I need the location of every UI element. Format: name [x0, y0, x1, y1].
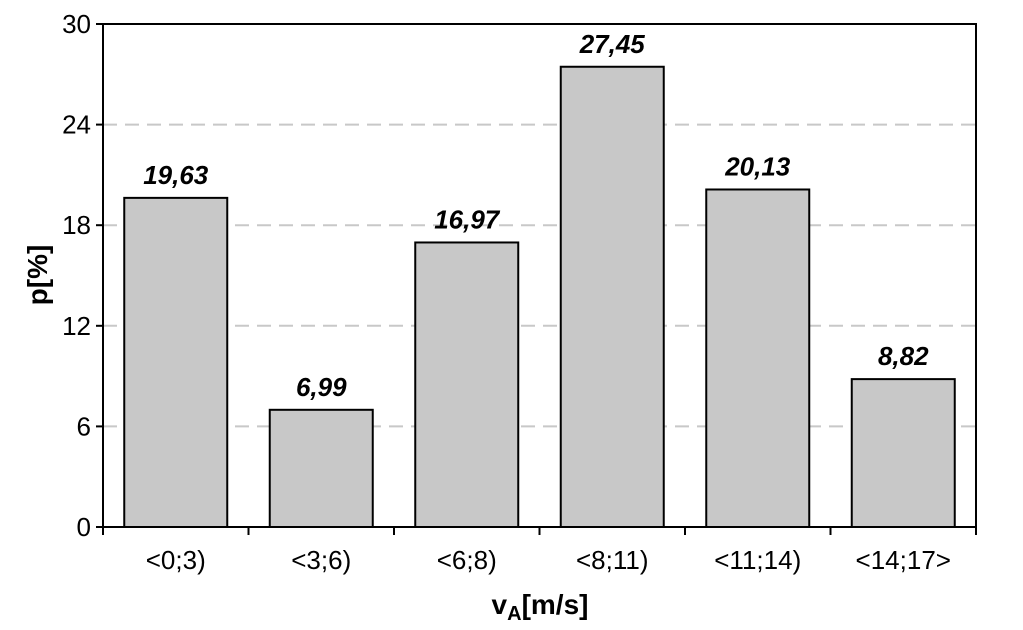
gridlines — [103, 123, 976, 428]
data-label: 6,99 — [296, 372, 347, 402]
y-tick-label: 18 — [62, 210, 91, 240]
x-axis-label-subscript: A — [507, 603, 521, 625]
y-axis-ticks: 0 6 12 18 24 30 — [62, 9, 103, 542]
x-tick-label: <8;11) — [576, 545, 649, 575]
bar — [123, 196, 229, 528]
bar — [268, 408, 374, 528]
y-tick-label: 0 — [77, 512, 91, 542]
x-tick-label: <3;6) — [291, 545, 351, 575]
x-axis-label-unit: [m/s] — [522, 589, 589, 620]
data-label: 27,45 — [579, 29, 646, 59]
y-tick-label: 24 — [62, 110, 91, 140]
x-tick-label: <14;17> — [856, 545, 951, 575]
bar — [705, 188, 811, 528]
x-tick-label: <0;3) — [146, 545, 206, 575]
y-tick-label: 12 — [62, 311, 91, 341]
bar — [559, 65, 665, 528]
bar — [414, 241, 520, 528]
y-tick-label: 6 — [77, 411, 91, 441]
x-axis-ticks: <0;3) <3;6) <6;8) <8;11) <11;14) <14;17> — [102, 527, 977, 575]
plot-frame — [102, 23, 977, 528]
y-tick-label: 30 — [62, 9, 91, 39]
x-tick-label: <11;14) — [714, 545, 801, 575]
data-label: 16,97 — [434, 204, 501, 234]
data-label: 19,63 — [143, 160, 209, 190]
data-labels: 19,63 6,99 16,97 27,45 20,13 8,82 — [143, 29, 929, 402]
x-axis-label-main: v — [492, 589, 508, 620]
bars — [123, 65, 956, 529]
data-label: 20,13 — [724, 151, 791, 181]
bar — [850, 378, 956, 529]
x-tick-label: <6;8) — [437, 545, 497, 575]
x-axis-label: vA[m/s] — [492, 589, 589, 625]
data-label: 8,82 — [878, 341, 929, 371]
y-axis-label: p[%] — [22, 245, 53, 306]
